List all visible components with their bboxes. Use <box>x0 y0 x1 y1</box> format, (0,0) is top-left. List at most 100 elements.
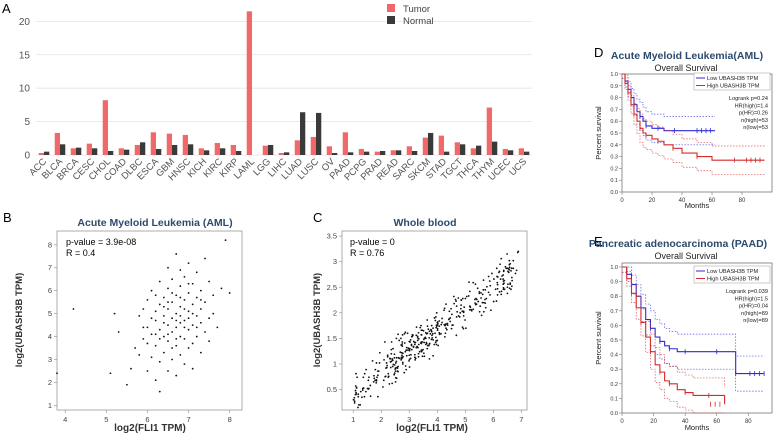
scatter-point <box>421 355 424 358</box>
scatter-point <box>158 337 161 340</box>
scatter-point <box>386 354 389 357</box>
scatter-point <box>435 325 438 328</box>
y-tick-label: 3 <box>48 355 52 364</box>
scatter-point <box>191 303 194 306</box>
scatter-point <box>450 307 452 310</box>
scatter-point <box>386 364 389 367</box>
scatter-point <box>459 311 462 314</box>
scatter-point <box>508 266 511 269</box>
bar-tumor-kirp <box>230 144 236 155</box>
scatter-point <box>389 366 392 369</box>
scatter-point <box>382 379 385 382</box>
scatter-point <box>162 321 165 324</box>
scatter-point <box>422 329 425 332</box>
scatter-point <box>378 351 381 354</box>
scatter-point <box>404 331 407 334</box>
scatter-point <box>187 262 190 265</box>
scatter-point <box>450 313 453 316</box>
scatter-point <box>398 339 401 342</box>
bar-tumor-kirc <box>214 142 220 155</box>
x-tick-label: 20 <box>650 419 657 425</box>
scatter-point <box>498 271 500 274</box>
bar-tumor-thym <box>486 107 492 155</box>
y-tick-label: 10 <box>19 84 31 95</box>
scatter-point <box>434 319 437 322</box>
scatter-point <box>362 376 365 379</box>
scatter-point <box>187 282 190 285</box>
scatter-point <box>499 263 501 266</box>
panel-c-xlabel: log2(FLI1 TPM) <box>396 423 468 434</box>
panel-b-scatter: Acute Myeloid Leukemia (AML) p-value = 3… <box>14 217 243 434</box>
legend-swatch-tumor <box>387 4 395 12</box>
scatter-point <box>404 350 407 353</box>
scatter-point <box>506 292 509 295</box>
panel-label-a: A <box>2 1 11 16</box>
scatter-point <box>183 275 186 278</box>
bar-tumor-lihc <box>278 152 284 155</box>
y-tick-label: 0.3 <box>610 367 618 373</box>
scatter-point <box>510 288 512 291</box>
scatter-point <box>72 308 75 310</box>
scatter-point <box>510 267 513 270</box>
scatter-point <box>432 354 434 357</box>
scatter-point <box>142 308 145 310</box>
scatter-point <box>167 333 169 336</box>
bar-normal-prad <box>380 150 386 155</box>
scatter-point <box>502 288 505 291</box>
scatter-point <box>414 341 417 344</box>
scatter-point <box>408 347 411 350</box>
scatter-point <box>357 406 359 409</box>
scatter-point <box>441 321 443 324</box>
x-tick-label: 80 <box>745 419 752 425</box>
scatter-point <box>417 352 420 355</box>
y-tick-label: 0.1 <box>610 178 618 184</box>
scatter-point <box>506 253 508 255</box>
scatter-point <box>488 280 491 283</box>
scatter-point <box>420 333 423 336</box>
scatter-point <box>413 353 416 356</box>
bar-normal-gbm <box>172 144 178 155</box>
scatter-point <box>395 337 398 340</box>
scatter-point <box>417 346 419 349</box>
scatter-point <box>440 332 442 335</box>
scatter-point <box>420 324 422 327</box>
scatter-point <box>449 320 452 323</box>
scatter-point <box>212 312 215 315</box>
scatter-point <box>400 344 403 346</box>
scatter-point <box>411 335 414 338</box>
scatter-point <box>410 348 413 351</box>
scatter-point <box>478 292 481 295</box>
scatter-point <box>376 376 378 379</box>
scatter-point <box>356 376 359 379</box>
scatter-point <box>496 281 499 284</box>
scatter-point <box>424 331 427 334</box>
scatter-point <box>456 310 459 313</box>
scatter-point <box>374 368 377 371</box>
scatter-point <box>511 279 514 282</box>
scatter-point <box>158 303 161 306</box>
scatter-point <box>204 331 206 333</box>
scatter-point <box>376 395 379 398</box>
scatter-point <box>191 312 194 315</box>
scatter-point <box>487 291 490 294</box>
y-tick-label: 15 <box>19 50 31 61</box>
scatter-point <box>446 324 449 327</box>
y-tick-label: 2 <box>48 378 52 387</box>
scatter-point <box>493 278 495 280</box>
panel-c-ylabel: log2(UBASH3B TPM) <box>312 273 323 367</box>
scatter-point <box>150 356 153 359</box>
scatter-point <box>404 365 407 367</box>
scatter-point <box>428 357 431 360</box>
scatter-point <box>171 301 174 304</box>
scatter-point <box>496 294 499 296</box>
scatter-point <box>420 349 423 352</box>
scatter-point <box>512 259 515 262</box>
y-tick-label: 0.4 <box>610 353 618 359</box>
y-tick-label: 0.0 <box>610 190 618 196</box>
scatter-point <box>489 294 491 296</box>
bar-tumor-stad <box>438 135 444 155</box>
scatter-point <box>391 358 394 361</box>
scatter-point <box>195 315 198 317</box>
x-tick-label: 40 <box>682 419 689 425</box>
bar-tumor-skcm <box>422 137 428 155</box>
